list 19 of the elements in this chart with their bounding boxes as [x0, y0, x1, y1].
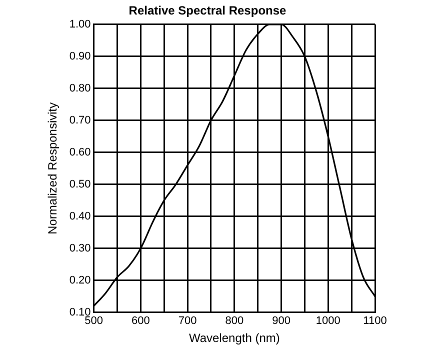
y-tick-label: 0.40: [69, 210, 91, 222]
y-tick-label: 0.70: [69, 114, 91, 126]
y-tick-label: 0.30: [69, 242, 91, 254]
x-axis-title: Wavelength (nm): [188, 331, 280, 346]
y-tick-label: 0.20: [69, 274, 91, 286]
chart-title: Relative Spectral Response: [128, 4, 287, 18]
x-tick-label: 600: [131, 315, 150, 328]
y-tick-label: 1.00: [69, 18, 91, 30]
x-tick-label: 700: [178, 315, 197, 328]
y-tick-label: 0.80: [69, 82, 91, 94]
x-tick-label: 1100: [363, 315, 387, 328]
x-tick-label: 1000: [316, 315, 340, 328]
y-tick-label: 0.60: [69, 146, 91, 158]
x-tick-label: 800: [225, 315, 244, 328]
y-tick-label: 0.50: [69, 178, 91, 190]
y-axis-title: Normalized Responsivity: [46, 102, 60, 234]
y-tick-label: 0.90: [69, 50, 91, 62]
x-tick-label: 500: [84, 315, 103, 328]
x-tick-label: 900: [272, 315, 290, 328]
